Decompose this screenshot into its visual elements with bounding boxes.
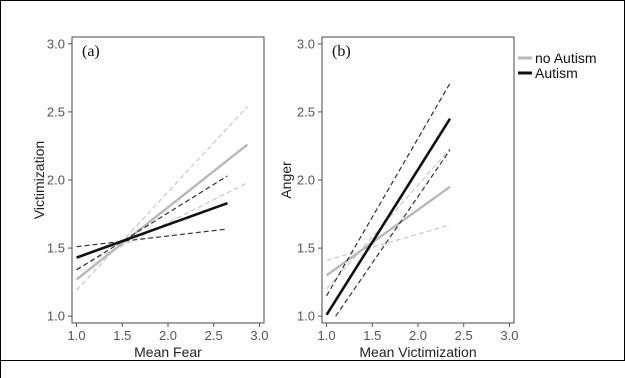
panel-a-x-tick-label: 1.0 [68, 328, 86, 343]
panel-a-series-autism-ci-line [76, 175, 228, 271]
panel-b-x-axis-title: Mean Victimization [359, 344, 476, 360]
panel-b-x-tick-label: 2.5 [455, 328, 473, 343]
panel-a-x-axis-title: Mean Fear [134, 344, 202, 360]
panel-b: 1.0 1.5 2.0 2.5 3.0 1.0 1.5 2.0 2.5 3.0 (b) Mean … [278, 36, 518, 360]
panel-b-series-autism-fit-line [325, 118, 452, 316]
panel-b-y-tick-label: 2.0 [297, 173, 315, 188]
panel-a-y-axis-title: Victimization [31, 141, 47, 219]
panel-b-x-tick-label: 1.0 [318, 328, 336, 343]
panel-a-y-tick-label: 2.0 [47, 173, 65, 188]
panel-a-x-tick-label: 2.5 [205, 328, 223, 343]
panel-b-y-tick-label: 3.0 [297, 36, 315, 51]
legend-label-autism: Autism [535, 65, 578, 81]
panel-b-series-no-autism-ci-line [326, 148, 451, 290]
panel-a-border [71, 36, 265, 324]
panel-b-ticks: 1.0 1.5 2.0 2.5 3.0 1.0 1.5 2.0 2.5 3.0 [297, 36, 519, 343]
panel-b-border [321, 36, 515, 324]
panel-b-y-tick-label: 2.5 [297, 104, 315, 119]
panel-b-series-no-autism-fit-line [325, 185, 451, 277]
panel-b-y-axis-title: Anger [278, 161, 294, 199]
panel-b-series-autism-ci-line [335, 149, 451, 317]
panel-b-lines [325, 82, 452, 317]
panel-a-series-no-autism-fit-line [75, 143, 249, 281]
panel-a-x-tick-label: 3.0 [250, 328, 268, 343]
panel-b-y-tick-label: 1.5 [297, 241, 315, 256]
panel-b-series-autism-ci-line [326, 82, 451, 297]
legend: no Autism Autism [518, 50, 596, 81]
panel-a-y-tick-label: 2.5 [47, 104, 65, 119]
legend-label-no-autism: no Autism [535, 50, 596, 66]
panel-a-lines [75, 106, 249, 291]
panel-b-series-no-autism-ci-line [326, 224, 451, 261]
panel-a-series-autism-fit-line [76, 201, 228, 259]
panel-a-label: (a) [82, 43, 100, 60]
panel-a-ticks: 1.0 1.5 2.0 2.5 3.0 1.0 1.5 2.0 2.5 3.0 [47, 36, 269, 343]
panel-b-label: (b) [332, 43, 351, 60]
panel-a: 1.0 1.5 2.0 2.5 3.0 1.0 1.5 2.0 2.5 3.0 (a) Mean … [31, 36, 268, 360]
panel-a-y-tick-label: 3.0 [47, 36, 65, 51]
panel-a-series-autism-ci-line [76, 228, 228, 248]
panel-b-x-tick-label: 3.0 [500, 328, 518, 343]
panel-a-y-tick-label: 1.0 [47, 309, 65, 324]
panel-a-x-tick-label: 2.0 [159, 328, 177, 343]
panel-a-series-no-autism-ci-line [76, 106, 248, 291]
panel-b-x-tick-label: 1.5 [363, 328, 381, 343]
panel-a-y-tick-label: 1.5 [47, 241, 65, 256]
panel-b-x-tick-label: 2.0 [409, 328, 427, 343]
panel-a-x-tick-label: 1.5 [113, 328, 131, 343]
panel-b-y-tick-label: 1.0 [297, 309, 315, 324]
